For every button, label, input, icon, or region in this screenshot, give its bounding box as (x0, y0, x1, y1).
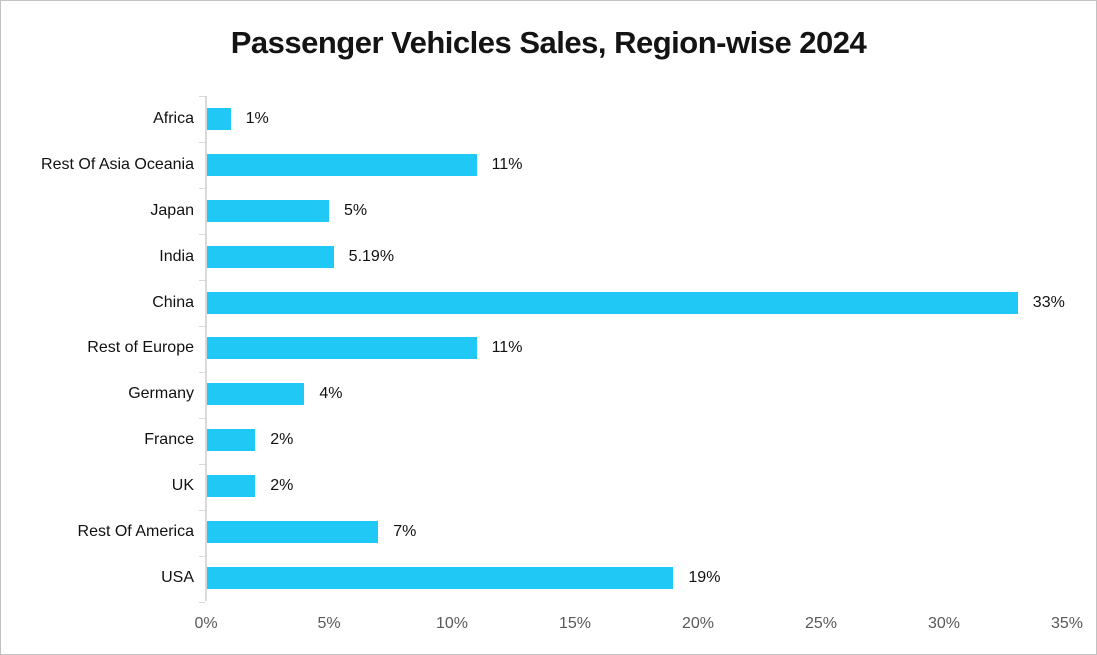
bar-zone: 4% (206, 371, 1067, 417)
value-label: 11% (491, 155, 523, 173)
category-axis-line (205, 96, 207, 601)
x-tick-label: 5% (317, 615, 341, 632)
bar-zone: 1% (206, 96, 1067, 142)
category-axis-tickmark (199, 372, 205, 373)
category-label: Germany (128, 385, 194, 403)
bar-row: China 33% (1, 280, 1067, 326)
bar-row: UK 2% (1, 463, 1067, 509)
category-axis-tickmark (199, 602, 205, 603)
category-label: USA (161, 569, 194, 587)
category-label: Rest Of Asia Oceania (41, 155, 194, 173)
category-label: India (159, 247, 194, 265)
category-axis-tickmark (199, 556, 205, 557)
bar (206, 383, 305, 406)
value-label: 19% (688, 569, 721, 587)
bar-zone: 11% (206, 326, 1067, 372)
bar-row: India 5.19% (1, 234, 1067, 280)
x-tick-label: 20% (681, 615, 715, 632)
x-tick-label: 0% (194, 615, 218, 632)
value-label: 2% (270, 431, 294, 449)
bar-row: Rest Of Asia Oceania 11% (1, 142, 1067, 188)
bar (206, 153, 477, 176)
value-label: 5.19% (348, 247, 395, 265)
bar (206, 475, 256, 498)
category-axis-tickmark (199, 96, 205, 97)
category-label: Japan (150, 201, 194, 219)
bar-row: Africa 1% (1, 96, 1067, 142)
x-tick-label: 35% (1050, 615, 1084, 632)
bar-zone: 33% (206, 280, 1067, 326)
bar-row: France 2% (1, 417, 1067, 463)
bar-row: Japan 5% (1, 188, 1067, 234)
category-label: Rest Of America (77, 523, 194, 541)
bar-zone: 7% (206, 509, 1067, 555)
bar (206, 337, 477, 360)
bar (206, 199, 329, 222)
category-label: France (144, 431, 194, 449)
bar (206, 521, 379, 544)
bar-zone: 2% (206, 417, 1067, 463)
bar (206, 429, 256, 452)
x-tick-label: 25% (804, 615, 838, 632)
bar-row: Germany 4% (1, 371, 1067, 417)
bar-zone: 2% (206, 463, 1067, 509)
category-axis-tickmarks (199, 96, 205, 603)
value-label: 1% (245, 109, 269, 127)
bar-zone: 5% (206, 188, 1067, 234)
x-tick-label: 10% (435, 615, 469, 632)
category-axis-tickmark (199, 234, 205, 235)
value-label: 33% (1032, 293, 1065, 311)
bar (206, 107, 231, 130)
bar (206, 245, 334, 268)
bar-zone: 11% (206, 142, 1067, 188)
category-label: Rest of Europe (87, 339, 194, 357)
bar-row: Rest Of America 7% (1, 509, 1067, 555)
category-axis-tickmark (199, 142, 205, 143)
bar-zone: 5.19% (206, 234, 1067, 280)
chart-title: Passenger Vehicles Sales, Region-wise 20… (230, 25, 867, 60)
value-label: 2% (270, 477, 294, 495)
category-axis-tickmark (199, 510, 205, 511)
x-axis-labels: 0% 5% 10% 15% 20% 25% 30% 35% (194, 615, 1083, 639)
plot-area: Africa 1% Rest Of Asia Oceania 11% Japan… (1, 96, 1067, 601)
category-axis-tickmark (199, 464, 205, 465)
bar-row: USA 19% (1, 555, 1067, 601)
value-label: 11% (491, 339, 523, 357)
x-tick-label: 15% (558, 615, 592, 632)
category-axis-tickmark (199, 326, 205, 327)
value-label: 7% (393, 523, 417, 541)
bar-row: Rest of Europe 11% (1, 326, 1067, 372)
category-label: Africa (153, 109, 194, 127)
category-axis-tickmark (199, 418, 205, 419)
category-axis-tickmark (199, 280, 205, 281)
category-label: UK (171, 477, 194, 495)
bar-zone: 19% (206, 555, 1067, 601)
value-label: 5% (344, 201, 368, 219)
category-axis-tickmark (199, 188, 205, 189)
bar (206, 567, 674, 590)
bar (206, 291, 1018, 314)
value-label: 4% (319, 385, 343, 403)
bar-rows: Africa 1% Rest Of Asia Oceania 11% Japan… (1, 96, 1067, 601)
x-tick-label: 30% (927, 615, 961, 632)
category-label: China (152, 293, 194, 311)
